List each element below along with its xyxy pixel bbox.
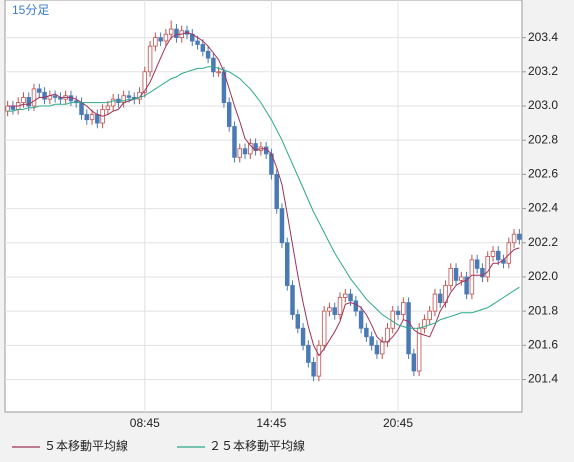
candle-body: [311, 362, 316, 377]
candle-body: [121, 95, 126, 103]
candle-body: [332, 307, 337, 315]
candle-body: [226, 102, 232, 127]
candle-body: [84, 114, 90, 121]
candle-body: [10, 105, 16, 110]
candle-body: [306, 344, 311, 363]
candle-body: [464, 276, 469, 295]
candle-body: [517, 233, 522, 240]
candle-body: [348, 293, 353, 302]
candle-body: [248, 143, 253, 155]
plot-layer: 201.4 201.6 201.8 202.0 202.2 202.4 202.6 202.8…: [5, 0, 558, 453]
candle-body: [490, 250, 496, 257]
candle-body: [437, 293, 443, 303]
y-tick-label: 202.6: [528, 167, 558, 181]
candle-body: [290, 285, 295, 315]
candle-body: [126, 95, 132, 98]
candle-body: [416, 327, 422, 372]
plot-area: [4, 0, 523, 413]
candle-body: [153, 37, 158, 47]
candle-body: [279, 208, 285, 244]
candle-body: [295, 314, 301, 329]
candle-body: [232, 126, 237, 158]
candle-body: [242, 148, 248, 155]
candle-body: [364, 327, 369, 338]
candle-body: [474, 259, 480, 269]
candle-body: [422, 319, 427, 329]
legend-label: ２５本移動平均線: [209, 438, 305, 453]
chart-title: 15分足: [12, 3, 49, 17]
candle-body: [401, 302, 406, 315]
y-tick-label: 201.6: [528, 337, 558, 351]
candle-body: [163, 33, 169, 42]
candle-body: [95, 114, 100, 124]
candle-body: [147, 45, 153, 73]
candle-body: [300, 327, 306, 346]
legend-label: ５本移動平均線: [44, 438, 128, 453]
candle-body: [89, 114, 95, 121]
candle-body: [142, 71, 148, 93]
y-tick-label: 202.2: [528, 235, 558, 249]
candle-body: [459, 276, 464, 281]
candle-body: [374, 344, 380, 355]
candle-body: [37, 88, 42, 93]
candle-body: [448, 267, 454, 286]
candle-body: [5, 105, 10, 112]
y-tick-label: 203.0: [528, 98, 558, 112]
x-tick-label: 08:45: [130, 416, 160, 430]
candle-body: [432, 293, 438, 312]
candle-body: [42, 91, 47, 100]
candle-body: [105, 105, 111, 110]
candle-body: [395, 310, 401, 315]
y-tick-label: 203.2: [528, 64, 558, 78]
candle-body: [496, 250, 501, 261]
candle-body: [158, 37, 163, 42]
candle-body: [390, 310, 395, 329]
candle-body: [237, 148, 243, 158]
candle-body: [31, 88, 37, 107]
candle-body: [485, 256, 490, 278]
candle-body: [174, 28, 179, 39]
candle-body: [21, 97, 26, 103]
candle-body: [79, 102, 84, 115]
y-tick-label: 202.8: [528, 132, 558, 146]
candle-body: [52, 95, 58, 98]
candle-body: [427, 310, 432, 321]
candle-body: [511, 233, 517, 244]
y-tick-label: 201.4: [528, 372, 558, 386]
ma-line: [7, 66, 520, 329]
candle-body: [411, 353, 417, 372]
candle-body: [358, 310, 364, 329]
candle-body: [195, 40, 200, 45]
candle-body: [216, 71, 221, 74]
y-tick-label: 201.8: [528, 303, 558, 317]
candle-body: [337, 297, 343, 315]
candle-body: [211, 57, 216, 73]
candle-body: [327, 307, 332, 312]
candle-body: [343, 293, 348, 298]
candle-body: [200, 44, 206, 52]
candle-body: [385, 327, 390, 343]
candle-body: [316, 344, 322, 377]
ma-line: [7, 31, 520, 357]
candle-body: [453, 267, 459, 281]
candle-body: [110, 98, 116, 107]
candle-body: [168, 28, 174, 35]
candle-body: [353, 300, 359, 312]
x-tick-label: 14:45: [256, 416, 286, 430]
y-tick-label: 202.0: [528, 269, 558, 283]
candle-body: [274, 173, 279, 209]
candle-body: [205, 50, 211, 59]
y-tick-label: 202.4: [528, 201, 558, 215]
candle-body: [26, 97, 31, 107]
candle-body: [284, 242, 290, 286]
x-tick-label: 20:45: [383, 416, 413, 430]
candle-body: [379, 341, 385, 355]
candle-body: [480, 267, 485, 278]
candle-body: [369, 336, 374, 346]
candle-body: [321, 310, 327, 346]
y-tick-label: 203.4: [528, 30, 558, 44]
